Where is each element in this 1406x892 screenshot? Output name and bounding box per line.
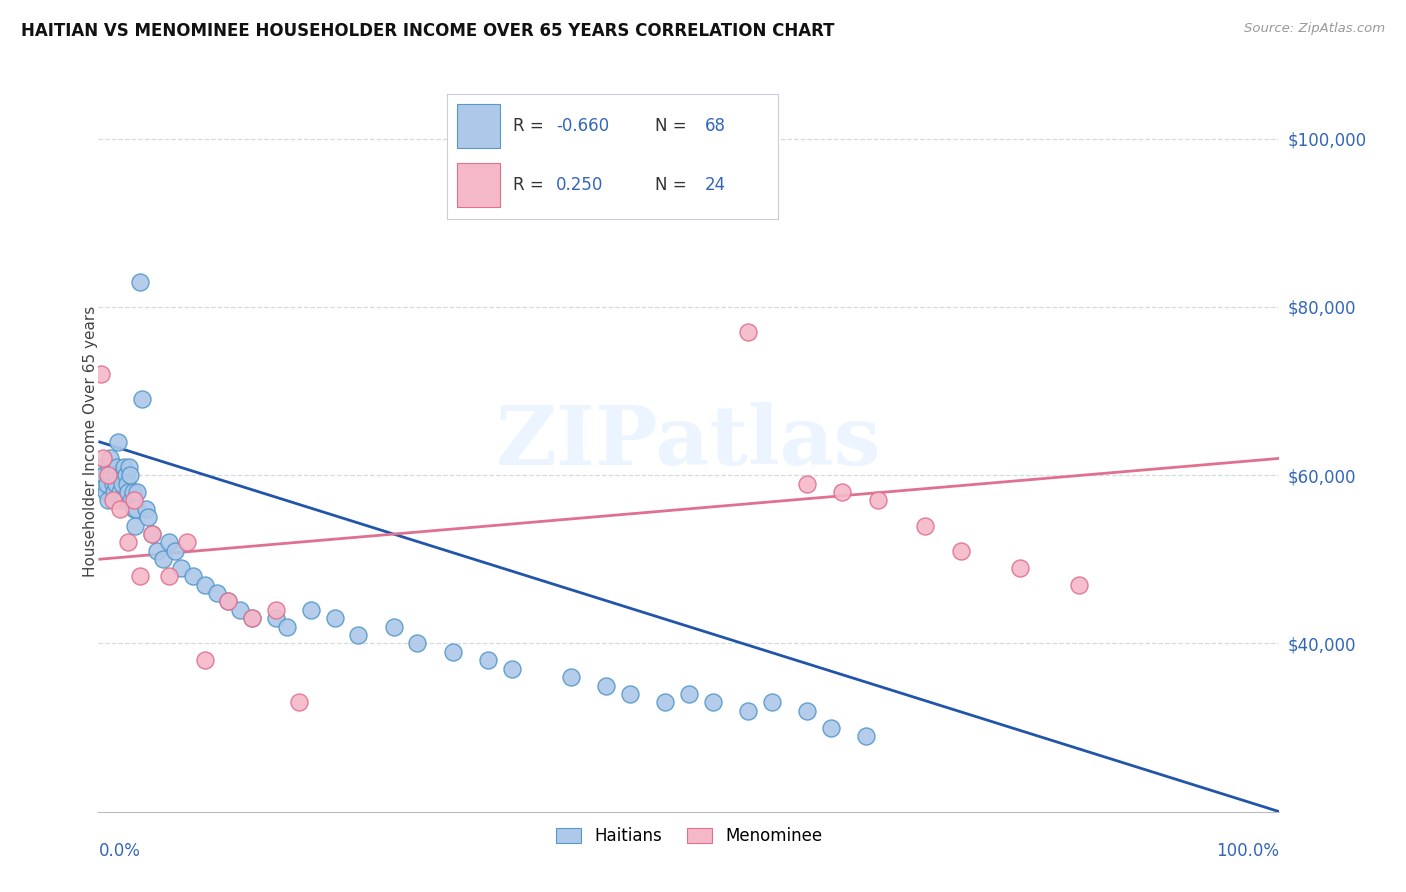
Point	[217, 594, 239, 608]
Point	[111, 476, 134, 491]
Point	[121, 485, 143, 500]
Point	[103, 485, 125, 500]
Point	[105, 459, 128, 474]
Point	[170, 560, 193, 574]
Point	[128, 275, 150, 289]
Point	[136, 510, 159, 524]
Point	[127, 485, 149, 500]
Point	[97, 493, 120, 508]
Point	[240, 611, 263, 625]
Y-axis label: Householder Income Over 65 years: Householder Income Over 65 years	[83, 306, 97, 577]
Point	[90, 368, 112, 382]
Point	[949, 544, 972, 558]
Point	[128, 569, 150, 583]
Point	[135, 501, 157, 516]
Point	[702, 695, 724, 709]
Point	[217, 594, 239, 608]
Point	[347, 628, 370, 642]
Point	[477, 653, 499, 667]
Text: 0.0%: 0.0%	[98, 842, 141, 860]
Point	[176, 535, 198, 549]
Point	[91, 476, 114, 491]
Point	[141, 527, 163, 541]
Text: 100.0%: 100.0%	[1216, 842, 1279, 860]
Point	[1008, 560, 1031, 574]
Point	[288, 695, 311, 709]
Point	[264, 603, 287, 617]
Point	[131, 392, 153, 407]
Point	[737, 325, 759, 339]
Point	[117, 485, 139, 500]
Point	[165, 544, 187, 558]
Point	[105, 476, 128, 491]
Point	[101, 493, 124, 508]
Legend: Haitians, Menominee: Haitians, Menominee	[548, 820, 830, 852]
Point	[115, 476, 138, 491]
Point	[619, 687, 641, 701]
Point	[112, 493, 135, 508]
Point	[114, 468, 136, 483]
Point	[101, 476, 124, 491]
Point	[97, 468, 120, 483]
Point	[194, 577, 217, 591]
Point	[441, 645, 464, 659]
Point	[100, 468, 122, 483]
Point	[104, 468, 127, 483]
Point	[108, 485, 131, 500]
Point	[146, 544, 169, 558]
Point	[157, 569, 180, 583]
Point	[122, 493, 145, 508]
Point	[264, 611, 287, 625]
Point	[382, 620, 405, 634]
Point	[94, 485, 117, 500]
Point	[229, 603, 252, 617]
Point	[796, 704, 818, 718]
Point	[831, 485, 853, 500]
Point	[112, 459, 135, 474]
Point	[108, 501, 131, 516]
Point	[93, 468, 115, 483]
Text: ZIPatlas: ZIPatlas	[496, 401, 882, 482]
Point	[120, 468, 142, 483]
Point	[820, 721, 842, 735]
Point	[181, 569, 204, 583]
Point	[124, 518, 146, 533]
Point	[1067, 577, 1090, 591]
Point	[866, 493, 889, 508]
Point	[107, 434, 129, 449]
Point	[157, 535, 180, 549]
Point	[737, 704, 759, 718]
Point	[205, 586, 228, 600]
Point	[501, 662, 523, 676]
Point	[406, 636, 429, 650]
Point	[125, 501, 148, 516]
Point	[91, 459, 114, 474]
Point	[121, 493, 143, 508]
Point	[98, 459, 121, 474]
Point	[118, 459, 141, 474]
Point	[141, 527, 163, 541]
Point	[914, 518, 936, 533]
Point	[855, 729, 877, 743]
Point	[152, 552, 174, 566]
Point	[678, 687, 700, 701]
Point	[117, 535, 139, 549]
Point	[96, 476, 118, 491]
Point	[299, 603, 322, 617]
Point	[323, 611, 346, 625]
Point	[595, 679, 617, 693]
Point	[761, 695, 783, 709]
Point	[276, 620, 298, 634]
Text: Source: ZipAtlas.com: Source: ZipAtlas.com	[1244, 22, 1385, 36]
Point	[98, 451, 121, 466]
Point	[654, 695, 676, 709]
Point	[240, 611, 263, 625]
Point	[796, 476, 818, 491]
Point	[194, 653, 217, 667]
Text: HAITIAN VS MENOMINEE HOUSEHOLDER INCOME OVER 65 YEARS CORRELATION CHART: HAITIAN VS MENOMINEE HOUSEHOLDER INCOME …	[21, 22, 835, 40]
Point	[110, 468, 132, 483]
Point	[91, 451, 114, 466]
Point	[122, 501, 145, 516]
Point	[560, 670, 582, 684]
